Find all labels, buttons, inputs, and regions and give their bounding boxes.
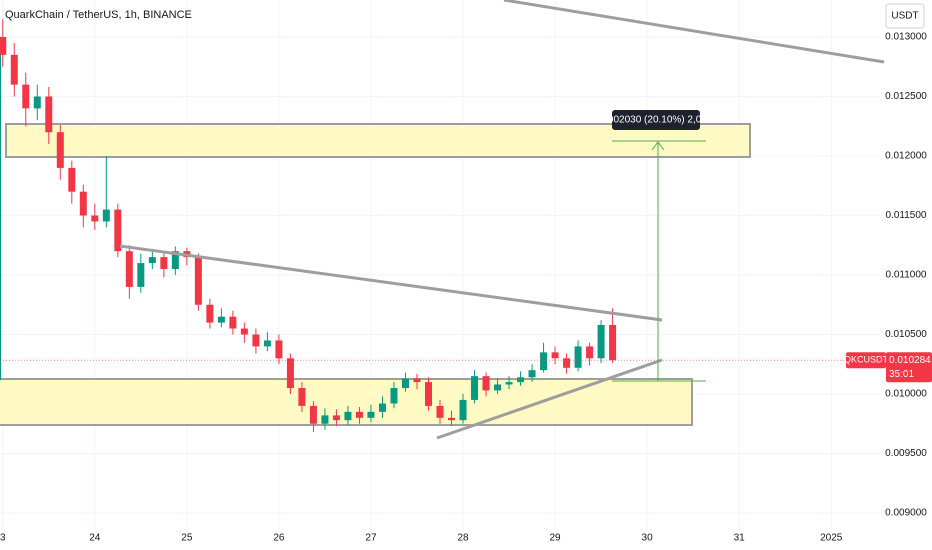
candle-body [160,257,168,270]
currency-label: USDT [891,11,918,22]
y-tick-label: 0.009500 [885,448,927,459]
x-tick-label: 25 [181,533,193,544]
candle-body [102,209,110,222]
candle-body [298,388,306,406]
price-box [886,352,932,383]
candle-body [217,316,225,323]
candles [0,19,617,433]
candle-body [229,316,237,329]
candle-body [0,37,7,55]
candle-body [240,328,248,335]
candle-body [609,324,617,361]
trendline [436,358,663,440]
candle-body [436,405,444,418]
candle-body [33,96,41,109]
y-tick-label: 0.013000 [885,32,927,43]
y-tick-label: 0.011000 [886,270,927,281]
y-tick-label: 0.012000 [885,151,927,162]
candle-body [114,209,122,252]
measure-box [612,110,700,130]
candle-body [540,352,548,371]
candle-body [471,376,479,400]
y-tick-label: 0.012500 [885,91,927,102]
candle-body [206,304,214,323]
y-tick-label: 0.011500 [886,210,927,221]
candle-body [517,377,525,383]
candle-body [286,358,294,389]
candle-body [79,191,87,216]
candle-body [309,405,317,424]
currency-box [885,3,925,29]
y-tick-label: 0.010000 [885,389,927,400]
x-tick-label: 28 [457,533,469,544]
candle-body [56,132,64,168]
candle-body [125,251,133,287]
x-tick-label: 30 [642,533,654,544]
candle-body [574,346,582,368]
x-tick-label: 31 [734,533,746,544]
candle-body [424,382,432,406]
symbol-title: QuarkChain / TetherUS, 1h, BINANCE [5,9,192,21]
candle-body [148,257,156,264]
candle-body [390,388,398,404]
x-tick-label: 2025 [820,533,843,544]
candle-body [321,415,329,424]
candle-body [597,324,605,359]
candle-body [448,417,456,421]
candle-body [45,96,53,133]
candle-body [378,403,386,412]
candle-body [551,352,559,359]
candle-body [171,251,179,270]
last-price-label: 0.010284 [889,355,931,366]
candle-body [68,167,76,192]
candle-body [10,54,18,85]
measure-arrowhead [651,141,665,151]
candle-body [528,370,536,378]
candle-body [137,263,145,287]
candle-body [275,340,283,359]
candle-body [459,399,467,421]
candle-body [344,411,352,421]
trendline [503,0,885,64]
price-marker: QKCUSDT 0.010284 35:01 [0,352,932,383]
candle-body [494,384,502,391]
candle-body [505,382,513,385]
x-tick-label: 29 [550,533,562,544]
candle-body [252,334,260,347]
candle-body [332,415,340,421]
x-tick-label: 27 [365,533,377,544]
x-tick-label: 24 [89,533,101,544]
candle-body [563,358,571,368]
symbol-label: QKCUSDT [844,355,889,365]
candle-body [401,378,409,389]
candle-body [91,215,99,222]
candle-body [413,378,421,383]
candle-body [263,340,271,347]
candle-body [22,84,30,109]
candle-body [482,376,490,391]
x-tick-label: 26 [273,533,285,544]
measure-label: 0.002030 (20.10%) 2,030 [600,115,713,126]
grid [0,0,880,530]
y-tick-label: 0.010500 [885,329,927,340]
candle-body [355,411,363,418]
candle-body [586,346,594,359]
trendline [119,244,663,322]
candle-body [367,411,375,418]
symbol-box [846,352,886,369]
candle-body [194,257,202,305]
countdown-label: 35:01 [889,369,914,380]
y-tick-label: 0.009000 [885,508,927,519]
x-tick-label: 3 [0,533,6,544]
